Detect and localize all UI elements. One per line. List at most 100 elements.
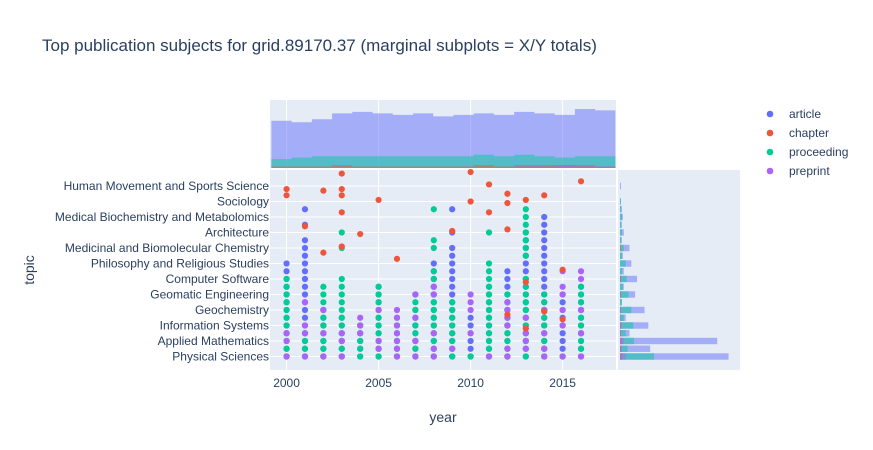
preprint-point: [339, 330, 345, 336]
right-histogram-bar-proceeding: [620, 229, 622, 235]
proceeding-point: [412, 307, 418, 313]
proceeding-point: [523, 206, 529, 212]
proceeding-point: [375, 330, 381, 336]
proceeding-point: [578, 315, 584, 321]
article-point: [560, 299, 566, 305]
preprint-point: [431, 346, 437, 352]
preprint-point: [394, 353, 400, 359]
proceeding-point: [431, 245, 437, 251]
proceeding-point: [283, 315, 289, 321]
proceeding-point: [449, 322, 455, 328]
right-histogram-bar-proceeding: [620, 284, 623, 290]
proceeding-point: [339, 291, 345, 297]
proceeding-point: [375, 291, 381, 297]
article-point: [449, 291, 455, 297]
article-point: [523, 268, 529, 274]
y-axis-ticks: Physical SciencesApplied MathematicsInfo…: [55, 179, 269, 364]
preprint-point: [468, 330, 474, 336]
article-point: [302, 291, 308, 297]
legend-item-article[interactable]: article: [767, 107, 822, 121]
legend-item-chapter[interactable]: chapter: [767, 126, 829, 140]
article-point: [541, 237, 547, 243]
preprint-point: [523, 315, 529, 321]
article-point: [431, 260, 437, 266]
proceeding-point: [431, 338, 437, 344]
right-histogram-bar-article: [620, 338, 717, 344]
proceeding-point: [431, 299, 437, 305]
preprint-point: [431, 330, 437, 336]
proceeding-point: [339, 276, 345, 282]
proceeding-point: [578, 346, 584, 352]
right-histogram-bar-proceeding: [620, 206, 621, 212]
proceeding-point: [431, 315, 437, 321]
preprint-point: [283, 353, 289, 359]
article-point: [302, 206, 308, 212]
legend-item-preprint[interactable]: preprint: [767, 164, 831, 178]
legend-item-proceeding[interactable]: proceeding: [767, 145, 849, 159]
proceeding-point: [486, 315, 492, 321]
article-point: [449, 206, 455, 212]
article-point: [449, 253, 455, 259]
chapter-point: [339, 192, 345, 198]
proceeding-point: [541, 315, 547, 321]
chapter-point: [560, 316, 566, 322]
right-histogram-bar-preprint: [620, 346, 622, 352]
y-tick-label: Physical Sciences: [172, 350, 269, 364]
preprint-point: [375, 346, 381, 352]
proceeding-point: [339, 315, 345, 321]
proceeding-point: [283, 346, 289, 352]
proceeding-point: [283, 284, 289, 290]
proceeding-point: [541, 322, 547, 328]
chapter-point: [541, 308, 547, 314]
proceeding-point: [375, 315, 381, 321]
preprint-point: [394, 307, 400, 313]
chapter-point: [283, 186, 289, 192]
proceeding-point: [339, 346, 345, 352]
proceeding-point: [375, 284, 381, 290]
x-tick-label: 2015: [549, 376, 576, 390]
proceeding-point: [412, 330, 418, 336]
proceeding-point: [320, 284, 326, 290]
right-histogram-bar-proceeding: [620, 276, 627, 282]
preprint-point: [431, 291, 437, 297]
article-point: [302, 276, 308, 282]
proceeding-point: [523, 253, 529, 259]
preprint-point: [394, 330, 400, 336]
preprint-point: [357, 322, 363, 328]
preprint-point: [541, 330, 547, 336]
article-point: [541, 245, 547, 251]
proceeding-point: [320, 338, 326, 344]
proceeding-point: [486, 330, 492, 336]
proceeding-point: [431, 206, 437, 212]
preprint-point: [560, 322, 566, 328]
proceeding-point: [320, 315, 326, 321]
right-histogram-bar-proceeding: [620, 214, 622, 220]
proceeding-point: [486, 346, 492, 352]
chapter-point: [504, 191, 510, 197]
proceeding-point: [375, 353, 381, 359]
article-point: [504, 284, 510, 290]
right-histogram-bar-proceeding: [620, 237, 621, 243]
chapter-point: [523, 197, 529, 203]
chapter-point: [320, 250, 326, 256]
preprint-point: [412, 338, 418, 344]
preprint-point: [578, 330, 584, 336]
proceeding-point: [578, 299, 584, 305]
right-histogram-bar-preprint: [620, 276, 621, 282]
article-point: [283, 268, 289, 274]
preprint-point: [468, 307, 474, 313]
chapter-point: [468, 198, 474, 204]
proceeding-point: [339, 299, 345, 305]
y-tick-label: Computer Software: [166, 272, 270, 286]
article-point: [449, 284, 455, 290]
proceeding-point: [449, 353, 455, 359]
proceeding-point: [339, 284, 345, 290]
proceeding-point: [431, 237, 437, 243]
proceeding-point: [486, 260, 492, 266]
preprint-point: [283, 338, 289, 344]
legend[interactable]: article chapter proceeding preprint: [767, 107, 849, 178]
article-point: [468, 315, 474, 321]
preprint-point: [504, 346, 510, 352]
chapter-point: [486, 181, 492, 187]
proceeding-point: [339, 307, 345, 313]
